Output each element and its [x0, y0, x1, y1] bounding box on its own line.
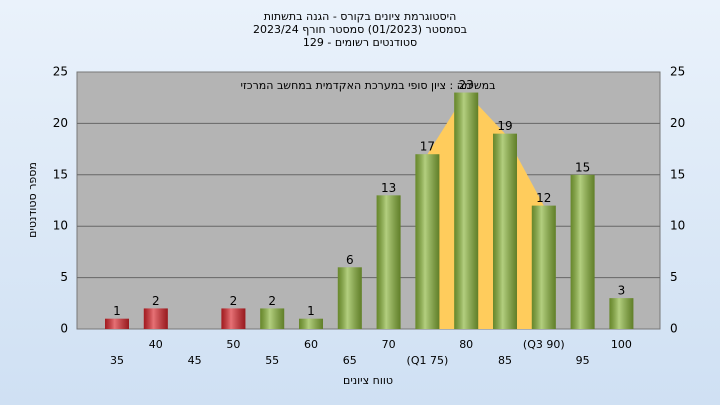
y-tick-label: 15 [53, 167, 68, 181]
bar-shade [337, 267, 362, 329]
x-tick-label: 100 [611, 338, 632, 351]
value-label: 15 [575, 160, 590, 174]
y-axis-label: מספר סטודנטים [26, 162, 39, 238]
x-tick-label: 35 [110, 354, 124, 367]
value-label: 3 [618, 284, 626, 298]
y2-tick-label: 10 [670, 219, 685, 233]
bar-shade [376, 195, 401, 329]
x-tick-label: 60 [304, 338, 318, 351]
x-tick-label: 85 [498, 354, 512, 367]
y2-tick-label: 25 [670, 65, 685, 79]
x-tick-label: 40 [149, 338, 163, 351]
value-label: 2 [230, 294, 238, 308]
title-line: היסטוגרמת ציונים בקורס - הגנה בתשתות [264, 10, 457, 23]
value-label: 6 [346, 253, 354, 267]
bar-shade [531, 205, 556, 329]
x-tick-label: 55 [265, 354, 279, 367]
value-label: 12 [536, 191, 551, 205]
value-label: 17 [420, 140, 435, 154]
y-tick-label: 10 [53, 219, 68, 233]
x-tick-label: 80 [459, 338, 473, 351]
value-label: 2 [268, 294, 276, 308]
bar-shade [143, 308, 168, 329]
bar-shade [609, 298, 634, 329]
value-label: 13 [381, 181, 396, 195]
bar-shade [493, 133, 517, 329]
y2-tick-label: 5 [670, 270, 678, 284]
x-tick-label: 45 [188, 354, 202, 367]
bar-shade [221, 308, 246, 329]
value-label: 1 [307, 304, 315, 318]
y-tick-label: 0 [60, 322, 68, 336]
x-tick-label: (Q3 90) [523, 338, 565, 351]
y-tick-label: 25 [53, 65, 68, 79]
annotation: במשימה : ציון סופי במערכת האקדמית במחשב … [241, 79, 496, 92]
x-tick-label: 70 [382, 338, 396, 351]
x-tick-label: (Q1 75) [407, 354, 449, 367]
y2-tick-label: 0 [670, 322, 678, 336]
bar-shade [415, 154, 440, 329]
value-label: 1 [113, 304, 121, 318]
bar-shade [570, 174, 595, 329]
title-line: בסמסטר (01/2023) סמסטר חורף 2023/24 [253, 23, 467, 36]
bar-shade [299, 318, 323, 329]
value-label: 19 [497, 119, 512, 133]
x-axis-label: טווח ציונים [343, 374, 393, 387]
value-label: 2 [152, 294, 160, 308]
bar-shade [454, 92, 479, 329]
plot-area [76, 71, 661, 330]
y2-tick-label: 20 [670, 116, 685, 130]
y-tick-label: 5 [60, 270, 68, 284]
x-tick-label: 95 [576, 354, 590, 367]
bar-shade [260, 308, 285, 329]
bar-shade [105, 318, 129, 329]
x-tick-label: 65 [343, 354, 357, 367]
x-tick-label: 50 [226, 338, 240, 351]
value-label: 23 [459, 78, 474, 92]
y-tick-label: 20 [53, 116, 68, 130]
y2-tick-label: 15 [670, 167, 685, 181]
title-line: סטודנטים רשומים - 129 [303, 36, 417, 49]
